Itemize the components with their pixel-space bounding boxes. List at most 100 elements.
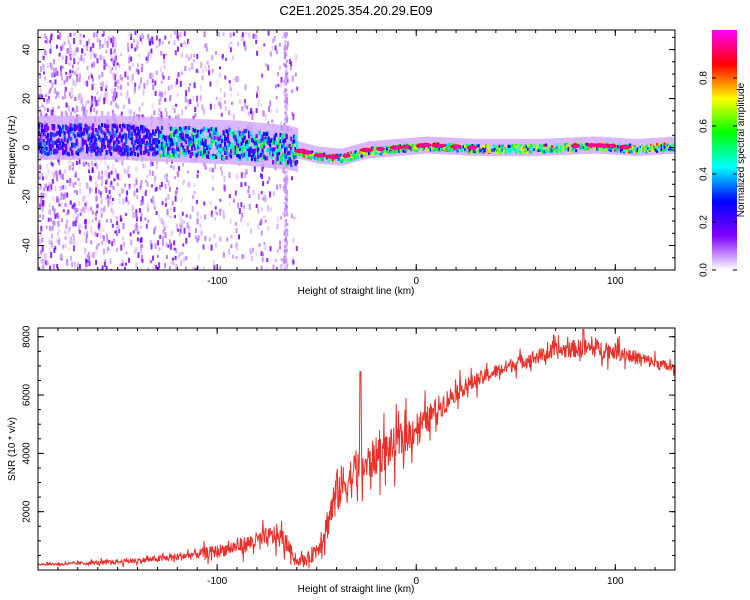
ridge-cell (104, 145, 107, 149)
ridge-cell (141, 125, 144, 130)
ridge-cell (158, 147, 161, 152)
ridge-cell (209, 133, 212, 138)
ridge-cell (269, 142, 272, 147)
noise-cell (66, 219, 69, 224)
noise-cell (40, 111, 43, 117)
ridge-cell (90, 132, 93, 137)
noise-cell (44, 253, 47, 259)
noise-cell (163, 227, 166, 232)
ridge-cell (137, 152, 140, 157)
ridge-cell (161, 133, 164, 138)
noise-cell (184, 266, 187, 270)
ridge-cell (495, 148, 498, 152)
noise-cell (44, 76, 47, 81)
ridge-cell (273, 140, 276, 145)
ridge-cell (293, 154, 296, 159)
noise-cell (209, 167, 212, 172)
ridge-cell (285, 133, 288, 138)
noise-cell (82, 34, 85, 38)
ridge-cell (551, 149, 554, 153)
noise-cell (105, 85, 108, 89)
ridge-cell (503, 149, 506, 153)
noise-cell (181, 251, 184, 255)
noise-cell (173, 240, 176, 246)
ridge-cell (545, 148, 548, 152)
noise-cell (285, 46, 288, 50)
noise-cell (135, 246, 138, 251)
noise-cell (140, 77, 142, 84)
ridge-cell (128, 132, 131, 137)
ridge-cell (128, 126, 131, 131)
ridge-cell (473, 149, 476, 153)
ridge-cell (53, 126, 56, 131)
ridge-cell (66, 129, 69, 134)
ridge-cell (644, 149, 647, 153)
ridge-cell (38, 146, 41, 151)
ridge-cell (315, 152, 318, 156)
noise-cell (79, 212, 82, 216)
ridge-cell (161, 146, 164, 151)
ridge-cell (354, 153, 357, 157)
ridge-cell (48, 142, 51, 147)
ridge-cell (173, 148, 176, 153)
ridge-cell (515, 150, 518, 154)
ridge-cell (65, 148, 68, 153)
ridge-cell (125, 148, 128, 153)
ridge-cell (50, 135, 53, 140)
noise-cell (213, 104, 216, 109)
noise-cell (76, 105, 79, 112)
ridge-cell (249, 147, 252, 152)
ridge-cell (278, 147, 281, 152)
noise-cell (210, 166, 213, 171)
noise-cell (39, 203, 42, 208)
noise-cell (285, 97, 288, 101)
ridge-cell (227, 133, 230, 138)
spectrogram-x-label: Height of straight line (km) (298, 286, 415, 297)
noise-cell (280, 76, 283, 83)
ridge-cell (579, 146, 582, 150)
ridge-cell (413, 149, 416, 152)
noise-cell (219, 97, 222, 101)
noise-cell (160, 111, 163, 115)
ridge-cell (141, 128, 144, 133)
noise-cell (156, 160, 158, 166)
noise-cell (179, 32, 182, 37)
ridge-cell (569, 149, 572, 153)
ridge-cell (560, 146, 563, 150)
ridge-cell (153, 132, 156, 137)
ridge-cell (132, 144, 135, 149)
noise-cell (219, 66, 221, 70)
noise-cell (69, 236, 72, 242)
noise-cell (189, 99, 192, 105)
noise-cell (103, 64, 106, 70)
noise-cell (181, 109, 184, 116)
noise-cell (84, 52, 87, 56)
noise-cell (176, 32, 179, 39)
noise-cell (204, 44, 206, 48)
noise-cell (208, 70, 211, 76)
ridge-cell (602, 146, 605, 150)
noise-cell (181, 219, 184, 224)
ridge-cell (471, 149, 474, 153)
noise-cell (258, 98, 261, 105)
ridge-peak (318, 154, 324, 157)
noise-cell (56, 174, 59, 181)
noise-cell (44, 33, 46, 38)
ridge-cell (170, 126, 173, 131)
noise-cell (76, 68, 78, 75)
noise-cell (276, 108, 278, 113)
noise-cell (215, 212, 218, 215)
noise-cell (151, 103, 154, 109)
ridge-cell (257, 151, 260, 156)
ridge-cell (354, 150, 357, 154)
noise-cell (87, 162, 90, 167)
noise-cell (161, 72, 164, 78)
ridge-cell (215, 155, 218, 159)
noise-cell (232, 32, 235, 37)
x-tick-label: -100 (207, 276, 227, 287)
ridge-cell (168, 135, 171, 140)
noise-cell (170, 243, 173, 250)
noise-cell (41, 104, 44, 108)
ridge-cell (258, 140, 261, 144)
ridge-cell (251, 148, 254, 153)
